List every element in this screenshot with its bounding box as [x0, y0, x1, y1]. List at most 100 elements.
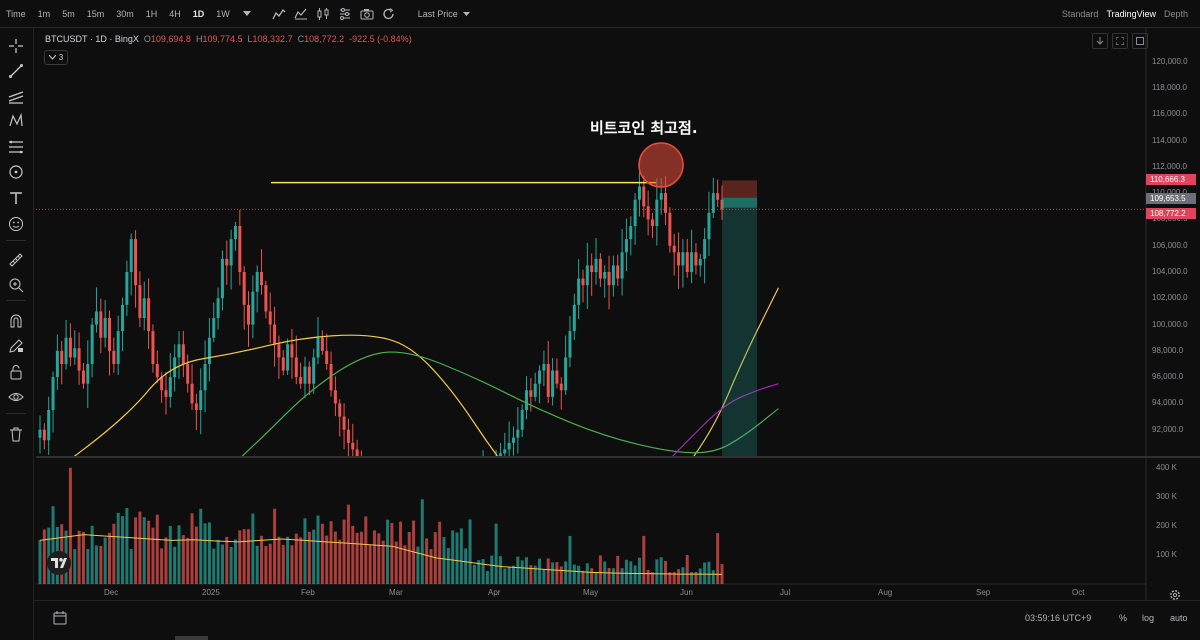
volume-bar [672, 572, 676, 584]
lock-icon[interactable] [6, 362, 26, 382]
interval-1w[interactable]: 1W [216, 8, 230, 19]
volume-bar [320, 523, 324, 584]
camera-icon[interactable] [358, 5, 376, 23]
volume-bar [703, 562, 707, 584]
expand-button[interactable] [1112, 33, 1128, 49]
volume-bar [264, 546, 268, 584]
settings-icon[interactable] [336, 5, 354, 23]
volume-bar [646, 570, 650, 584]
volume-bar [220, 544, 224, 584]
refresh-icon[interactable] [380, 5, 398, 23]
fib-icon[interactable] [6, 137, 26, 157]
crosshair-icon[interactable] [6, 36, 26, 56]
candle-body [77, 348, 81, 371]
volume-bar [364, 516, 368, 584]
candle-body [403, 498, 406, 502]
eye-icon[interactable] [6, 387, 26, 407]
tradingview-logo[interactable] [47, 551, 71, 575]
tab-depth[interactable]: Depth [1163, 8, 1188, 19]
interval-30m[interactable]: 30m [116, 8, 134, 19]
interval-1m[interactable]: 1m [37, 8, 51, 19]
candles-icon[interactable] [314, 5, 332, 23]
volume-bar [225, 536, 229, 584]
volume-bar [503, 568, 507, 584]
indicators-toggle[interactable]: 3 [44, 50, 68, 65]
chart-type-icon[interactable] [270, 5, 288, 23]
volume-bar [616, 555, 620, 584]
gear-icon[interactable] [1168, 588, 1182, 602]
volume-bar [572, 564, 576, 584]
interval-4h[interactable]: 4H [169, 8, 181, 19]
volume-bar [377, 533, 381, 584]
interval-15m[interactable]: 15m [86, 8, 105, 19]
percent-toggle[interactable]: % [1119, 613, 1128, 623]
trend-line-icon[interactable] [6, 61, 26, 81]
volume-bar [511, 565, 515, 584]
symbol-label[interactable]: BTCUSDT · 1D · BingX [45, 34, 139, 44]
channel-icon[interactable] [6, 86, 26, 106]
circle-tool-icon[interactable] [6, 162, 26, 182]
candle-body [207, 337, 211, 364]
interval-1h[interactable]: 1H [145, 8, 158, 19]
volume-bar [77, 530, 81, 584]
indicators-icon[interactable] [292, 5, 310, 23]
candle-body [664, 193, 668, 213]
zoom-in-icon[interactable] [6, 275, 26, 295]
volume-bar [555, 562, 559, 584]
emoji-icon[interactable] [6, 214, 26, 234]
pencil-lock-icon[interactable] [6, 336, 26, 356]
log-toggle[interactable]: log [1142, 613, 1155, 623]
volume-bar [103, 537, 107, 584]
volume-bar [160, 548, 164, 584]
x-tick-label: Jul [780, 588, 791, 597]
candle-body [529, 390, 533, 397]
candle-body [577, 278, 581, 305]
clock[interactable]: 03:59:16 UTC+9 [1025, 613, 1092, 623]
maximize-button[interactable] [1132, 33, 1148, 49]
volume-bar [286, 536, 290, 584]
volume-bar [359, 531, 363, 584]
volume-bar [590, 568, 594, 584]
interval-1d[interactable]: 1D [192, 8, 205, 19]
candle-body [677, 252, 681, 266]
interval-5m[interactable]: 5m [62, 8, 75, 19]
pattern-icon[interactable] [6, 111, 26, 131]
volume-bar [494, 523, 498, 584]
volume-bar [372, 530, 376, 584]
trash-icon[interactable] [6, 424, 26, 444]
volume-bar [477, 560, 481, 584]
chevron-down-icon[interactable] [238, 5, 256, 23]
candle-body [138, 285, 142, 318]
candle-body [333, 390, 337, 404]
volume-bar [420, 499, 424, 584]
text-icon[interactable] [6, 188, 26, 208]
ruler-icon[interactable] [6, 250, 26, 270]
tab-standard[interactable]: Standard [1061, 8, 1099, 19]
calendar-icon[interactable] [52, 610, 68, 626]
price-type-dropdown[interactable]: Last Price [412, 9, 477, 19]
magnet-icon[interactable] [6, 311, 26, 331]
candle-body [469, 488, 472, 493]
candle-body [568, 331, 572, 358]
candle-body [377, 480, 380, 483]
volume-bar [155, 514, 159, 584]
scroll-down-button[interactable] [1092, 33, 1108, 49]
volume-bar [277, 536, 281, 584]
auto-toggle[interactable]: auto [1170, 613, 1188, 623]
volume-bar [485, 570, 489, 584]
volume-bar [173, 546, 177, 584]
candle-body [564, 357, 568, 391]
candle-body [342, 416, 346, 430]
scrollbar-thumb[interactable] [175, 636, 208, 640]
candle-body [425, 502, 428, 506]
tab-tradingview[interactable]: TradingView [1106, 8, 1156, 19]
volume-bar [181, 535, 185, 584]
volume-bar [407, 532, 411, 584]
top-toolbar: Time 1m 5m 15m 30m 1H 4H 1D 1W Last Price Stand… [0, 0, 1200, 28]
volume-bar [507, 567, 511, 584]
candle-body [460, 498, 463, 503]
candle-body [247, 304, 251, 325]
volume-bar [429, 549, 433, 584]
candle-body [607, 272, 611, 286]
